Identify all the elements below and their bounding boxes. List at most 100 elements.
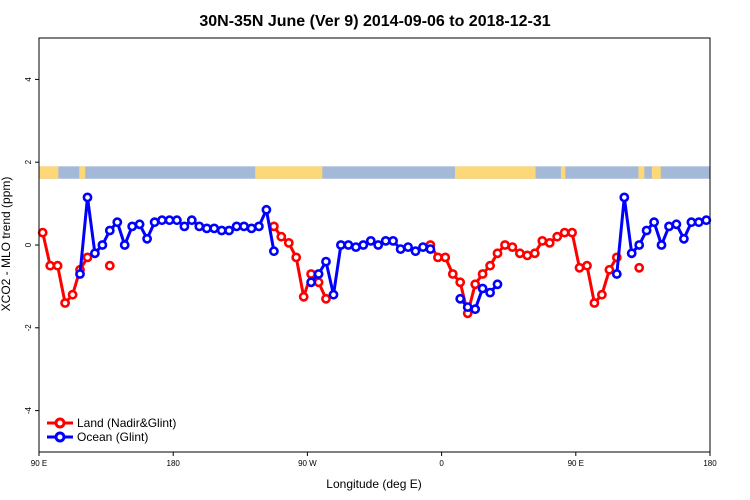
land-band-segment <box>638 166 645 179</box>
data-point <box>37 227 48 238</box>
data-point <box>75 269 85 279</box>
data-point <box>261 204 272 215</box>
data-point <box>149 217 160 228</box>
y-tick-label: -4 <box>24 406 33 414</box>
data-point <box>425 244 436 254</box>
data-point <box>611 269 622 279</box>
data-point <box>470 279 481 290</box>
legend-label-land: Land (Nadir&Glint) <box>77 416 176 430</box>
data-point <box>60 298 70 308</box>
data-point <box>239 221 249 232</box>
data-point <box>171 215 182 226</box>
y-tick-label: -2 <box>24 324 33 332</box>
x-tick-label: 180 <box>167 459 181 468</box>
legend-entry-land: Land (Nadir&Glint) <box>47 416 176 430</box>
legend-label-ocean: Ocean (Glint) <box>77 430 148 444</box>
data-point <box>157 215 167 226</box>
data-point <box>649 217 659 228</box>
data-point <box>90 248 100 259</box>
data-point <box>67 289 78 300</box>
data-point <box>104 225 115 236</box>
data-point <box>283 237 294 248</box>
data-point <box>313 277 324 288</box>
data-point <box>462 302 473 312</box>
data-point <box>522 250 533 261</box>
data-point <box>112 217 123 228</box>
data-point <box>365 235 376 246</box>
data-point <box>477 269 488 279</box>
legend-entry-ocean: Ocean (Glint) <box>47 430 148 444</box>
data-point <box>134 219 145 230</box>
data-point <box>440 252 451 263</box>
data-point <box>298 291 309 302</box>
data-point <box>335 240 346 250</box>
data-point <box>656 240 667 250</box>
x-axis: 90 E 180 90 W 0 90 E 180 <box>31 452 717 468</box>
data-point <box>567 227 577 238</box>
data-point <box>693 217 704 228</box>
x-tick-label: 90 E <box>31 459 47 468</box>
data-point <box>373 240 384 250</box>
y-axis: -4 -2 0 2 4 <box>24 77 39 414</box>
data-point <box>634 240 645 250</box>
data-point <box>619 192 630 203</box>
data-point <box>485 287 495 298</box>
data-point <box>313 269 324 279</box>
data-point <box>276 231 287 242</box>
data-point <box>574 262 585 273</box>
land-ocean-band <box>39 166 710 179</box>
series-line <box>615 195 707 275</box>
series-layer <box>37 192 712 319</box>
data-point <box>604 264 615 275</box>
data-point <box>492 248 503 259</box>
data-point <box>597 289 607 300</box>
data-point <box>671 219 682 230</box>
data-point <box>142 233 152 244</box>
data-point <box>418 242 428 252</box>
data-point <box>529 248 540 259</box>
data-point <box>626 248 637 259</box>
data-point <box>306 269 316 279</box>
series-ocean <box>75 192 712 315</box>
data-point <box>470 304 481 315</box>
land-band-segment <box>651 166 661 179</box>
data-point <box>253 221 264 232</box>
legend-swatch-marker-land <box>54 417 66 429</box>
data-point <box>179 221 190 232</box>
data-point <box>582 260 592 271</box>
land-band-segment <box>560 166 566 179</box>
x-tick-label: 90 W <box>298 459 317 468</box>
data-point <box>82 252 93 263</box>
x-tick-label: 0 <box>439 459 444 468</box>
land-band-segment <box>79 166 86 179</box>
data-point <box>224 225 234 236</box>
data-point <box>328 289 339 300</box>
data-point <box>209 223 220 234</box>
data-point <box>485 260 495 271</box>
data-point <box>52 260 63 271</box>
data-point <box>477 283 488 294</box>
data-point <box>410 246 421 257</box>
data-point <box>507 242 518 252</box>
data-point <box>291 252 302 263</box>
data-point <box>552 231 563 242</box>
data-point <box>455 293 466 304</box>
ocean-band <box>39 166 710 179</box>
x-tick-label: 90 E <box>568 459 584 468</box>
data-point <box>186 215 197 226</box>
data-point <box>447 269 458 279</box>
data-point <box>634 262 645 273</box>
data-point <box>403 242 413 252</box>
chart-title: 30N-35N June (Ver 9) 2014-09-06 to 2018-… <box>199 13 550 30</box>
data-point <box>97 240 108 250</box>
data-point <box>455 277 466 288</box>
y-tick-label: 4 <box>24 77 33 82</box>
data-point <box>641 225 652 236</box>
data-point <box>388 235 398 246</box>
data-point <box>358 240 369 250</box>
data-point <box>104 260 115 271</box>
data-point <box>268 246 279 257</box>
data-point <box>492 279 503 290</box>
data-point <box>559 227 570 238</box>
